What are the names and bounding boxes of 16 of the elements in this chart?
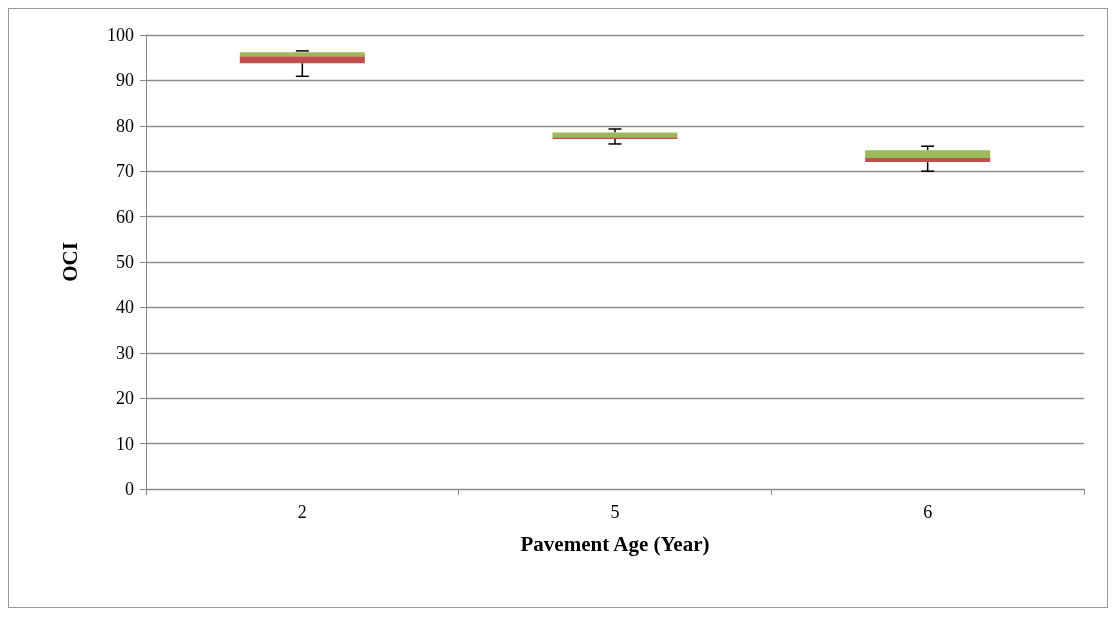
y-tick-label: 40: [116, 297, 134, 318]
y-tick-label: 0: [125, 479, 134, 499]
y-tick-label: 30: [116, 342, 134, 363]
y-tick-label: 10: [116, 433, 134, 454]
y-axis-title: OCI: [57, 242, 82, 282]
x-axis-title: Pavement Age (Year): [520, 531, 710, 556]
y-tick-label: 70: [116, 161, 134, 182]
y-tick-label: 80: [116, 115, 134, 136]
y-tick-label: 90: [116, 70, 134, 91]
x-tick-label: 6: [923, 502, 933, 522]
y-tick-label: 60: [116, 206, 134, 227]
x-tick-label: 5: [610, 502, 620, 522]
y-tick-label: 20: [116, 388, 134, 409]
y-tick-label: 50: [116, 252, 134, 272]
y-tick-label: 100: [107, 25, 134, 45]
x-tick-label: 2: [297, 502, 307, 522]
